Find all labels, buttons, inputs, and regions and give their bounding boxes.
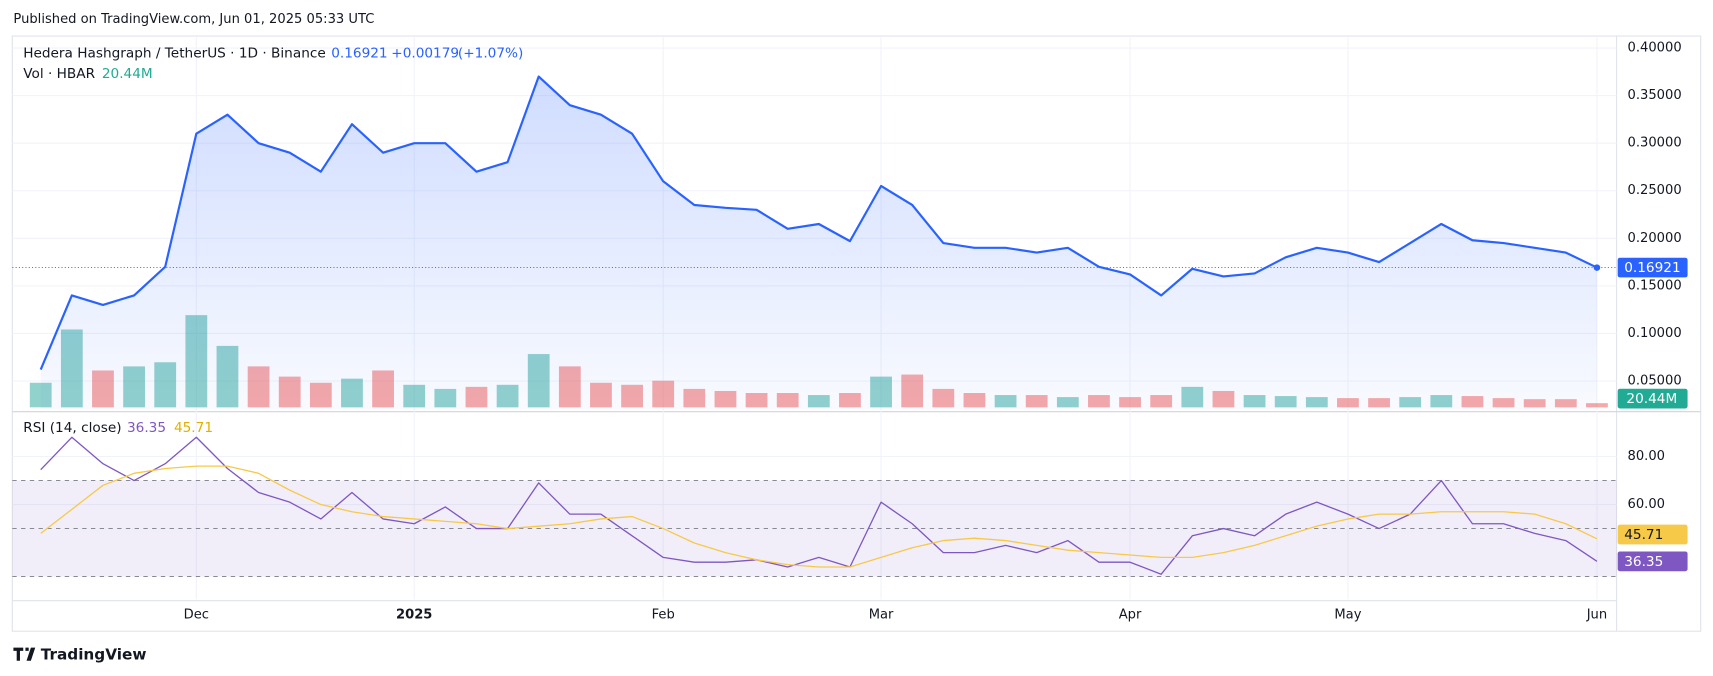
labels: Hedera Hashgraph / TetherUS · 1D · Binan… <box>23 41 1688 622</box>
y-tick-label: 0.10000 <box>1628 326 1682 341</box>
volume-tag-bg <box>1617 388 1688 409</box>
last-value-tag-bg <box>1617 524 1688 545</box>
x-tick-label: Apr <box>1119 607 1142 622</box>
price-change: +0.00179 <box>391 46 459 62</box>
price-change-pct: (+1.07%) <box>458 46 523 62</box>
y-tick-label: 0.20000 <box>1628 231 1682 246</box>
last-value-tag-bg <box>1617 257 1688 278</box>
volume-last: 20.44M <box>102 66 153 82</box>
rsi-title: RSI (14, close) <box>23 420 121 436</box>
last-price: 0.16921 <box>331 46 387 62</box>
published-note: Published on TradingView.com, Jun 01, 20… <box>13 12 374 27</box>
y-tick-label: 0.40000 <box>1628 41 1682 56</box>
x-tick-label: Jun <box>1586 607 1607 622</box>
symbol-title: Hedera Hashgraph / TetherUS · 1D · Binan… <box>23 46 325 62</box>
brand-name: TradingView <box>41 646 147 664</box>
x-tick-label: Feb <box>652 607 675 622</box>
last-value-tag: 45.71 <box>1624 527 1663 543</box>
y-tick-label: 0.05000 <box>1628 373 1682 388</box>
last-value-tag: 36.35 <box>1624 554 1663 570</box>
marks <box>29 75 1608 575</box>
last-value-tag-bg <box>1617 551 1688 572</box>
volume-tag: 20.44M <box>1626 391 1677 407</box>
brand-logo <box>13 647 36 661</box>
x-tick-label: 2025 <box>396 607 432 622</box>
y-tick-label: 0.15000 <box>1628 278 1682 293</box>
x-tick-label: Dec <box>184 607 209 622</box>
y-tick-label: 80.00 <box>1628 449 1666 464</box>
price-line <box>39 75 1598 370</box>
rsi-line <box>40 465 1598 568</box>
volume-title: Vol · HBAR <box>23 66 95 82</box>
y-tick-label: 60.00 <box>1628 497 1666 512</box>
last-price-dot <box>1593 264 1601 271</box>
y-tick-label: 0.30000 <box>1628 136 1682 151</box>
rsi-ma-last: 45.71 <box>174 420 213 436</box>
last-value-tag: 0.16921 <box>1624 260 1680 276</box>
y-tick-label: 0.35000 <box>1628 88 1682 103</box>
rsi-line <box>40 436 1598 575</box>
y-tick-label: 0.25000 <box>1628 183 1682 198</box>
rsi-last: 36.35 <box>127 420 166 436</box>
x-tick-label: Mar <box>869 607 894 622</box>
price-area <box>40 76 1597 410</box>
x-tick-label: May <box>1334 607 1361 622</box>
